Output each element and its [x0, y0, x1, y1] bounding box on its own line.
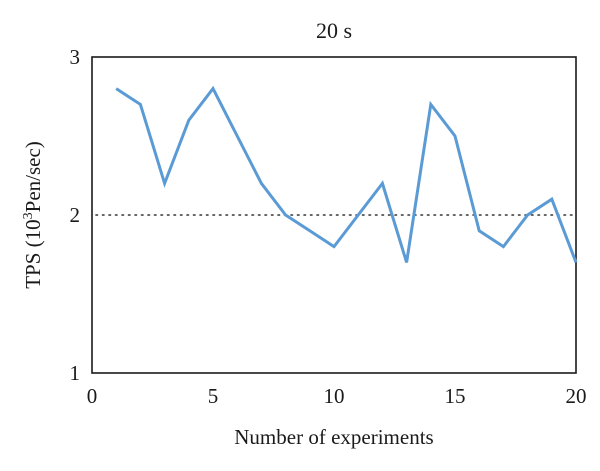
y-axis-label-tail: Pen/sec) — [21, 141, 45, 212]
y-axis-ticks: 1 2 3 — [70, 45, 81, 385]
y-tick-label: 1 — [70, 361, 81, 385]
y-axis-label: TPS (103Pen/sec) — [21, 141, 45, 289]
y-tick-label: 3 — [70, 45, 81, 69]
series-line — [115, 85, 578, 263]
series-layer — [115, 85, 578, 263]
x-axis-label: Number of experiments — [234, 425, 433, 449]
x-tick-label: 20 — [566, 384, 587, 408]
x-tick-label: 10 — [324, 384, 345, 408]
y-axis-label-main: TPS (10 — [21, 219, 45, 288]
x-tick-label: 5 — [208, 384, 219, 408]
x-tick-label: 15 — [445, 384, 466, 408]
y-tick-label: 2 — [70, 203, 81, 227]
x-tick-label: 0 — [87, 384, 98, 408]
chart-title: 20 s — [316, 18, 352, 43]
y-axis-label-superscript: 3 — [21, 212, 36, 219]
x-axis-ticks: 0 5 10 15 20 — [87, 384, 587, 408]
plot-area-frame — [91, 56, 577, 374]
